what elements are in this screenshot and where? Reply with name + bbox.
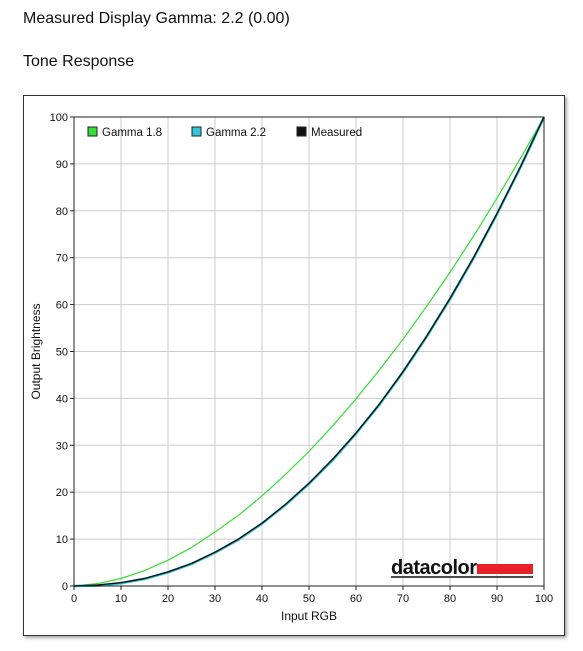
chart-section-title: Tone Response xyxy=(23,53,135,70)
y-tick-label: 40 xyxy=(56,393,68,405)
y-tick-label: 70 xyxy=(56,253,68,265)
logo-text: datacolor xyxy=(391,557,477,579)
series-line-measured xyxy=(73,116,545,587)
legend-label-measured: Measured xyxy=(311,127,362,139)
x-axis-label: Input RGB xyxy=(281,609,337,623)
legend-swatch-measured xyxy=(296,126,307,137)
x-tick-label: 30 xyxy=(209,593,221,605)
chart-panel: 0 10 20 30 40 50 60 70 80 90 100 0 10 20 30 40 50 60 70 80 9… xyxy=(23,95,565,636)
grid-lines xyxy=(74,117,544,586)
tone-response-chart: 0 10 20 30 40 50 60 70 80 90 100 0 10 20 30 40 50 60 70 80 9… xyxy=(29,112,553,623)
x-tick-label: 90 xyxy=(491,593,503,605)
legend-swatch-gamma-2-2 xyxy=(191,126,202,137)
series-lines xyxy=(73,116,546,588)
x-tick-label: 50 xyxy=(303,593,315,605)
legend-label-gamma-1-8: Gamma 1.8 xyxy=(102,127,162,139)
x-tick-label: 80 xyxy=(444,593,456,605)
y-tick-label: 20 xyxy=(56,487,68,499)
x-tick-label: 70 xyxy=(397,593,409,605)
page-title: Measured Display Gamma: 2.2 (0.00) xyxy=(23,10,290,27)
logo-bar xyxy=(477,564,533,574)
x-tick-label: 40 xyxy=(256,593,268,605)
series-line-gamma-1-8 xyxy=(73,116,545,587)
y-axis-label: Output Brightness xyxy=(29,303,43,399)
datacolor-logo: datacolor xyxy=(391,557,533,579)
chart-legend: Gamma 1.8 Gamma 2.2 Measured xyxy=(87,126,362,139)
y-tick-label: 50 xyxy=(56,347,68,359)
y-tick-label: 60 xyxy=(56,300,68,312)
y-tick-label: 100 xyxy=(50,112,68,124)
x-tick-label: 10 xyxy=(115,593,127,605)
axes: 0 10 20 30 40 50 60 70 80 90 100 0 10 20 30 40 50 60 70 80 9… xyxy=(29,112,553,623)
legend-label-gamma-2-2: Gamma 2.2 xyxy=(206,127,266,139)
y-tick-label: 30 xyxy=(56,440,68,452)
y-tick-label: 0 xyxy=(62,581,68,593)
legend-swatch-gamma-1-8 xyxy=(87,126,98,137)
y-tick-label: 10 xyxy=(56,534,68,546)
x-tick-label: 60 xyxy=(350,593,362,605)
y-tick-label: 80 xyxy=(56,206,68,218)
x-tick-label: 20 xyxy=(162,593,174,605)
x-tick-label: 0 xyxy=(71,593,77,605)
y-tick-label: 90 xyxy=(56,159,68,171)
x-tick-label: 100 xyxy=(535,593,553,605)
